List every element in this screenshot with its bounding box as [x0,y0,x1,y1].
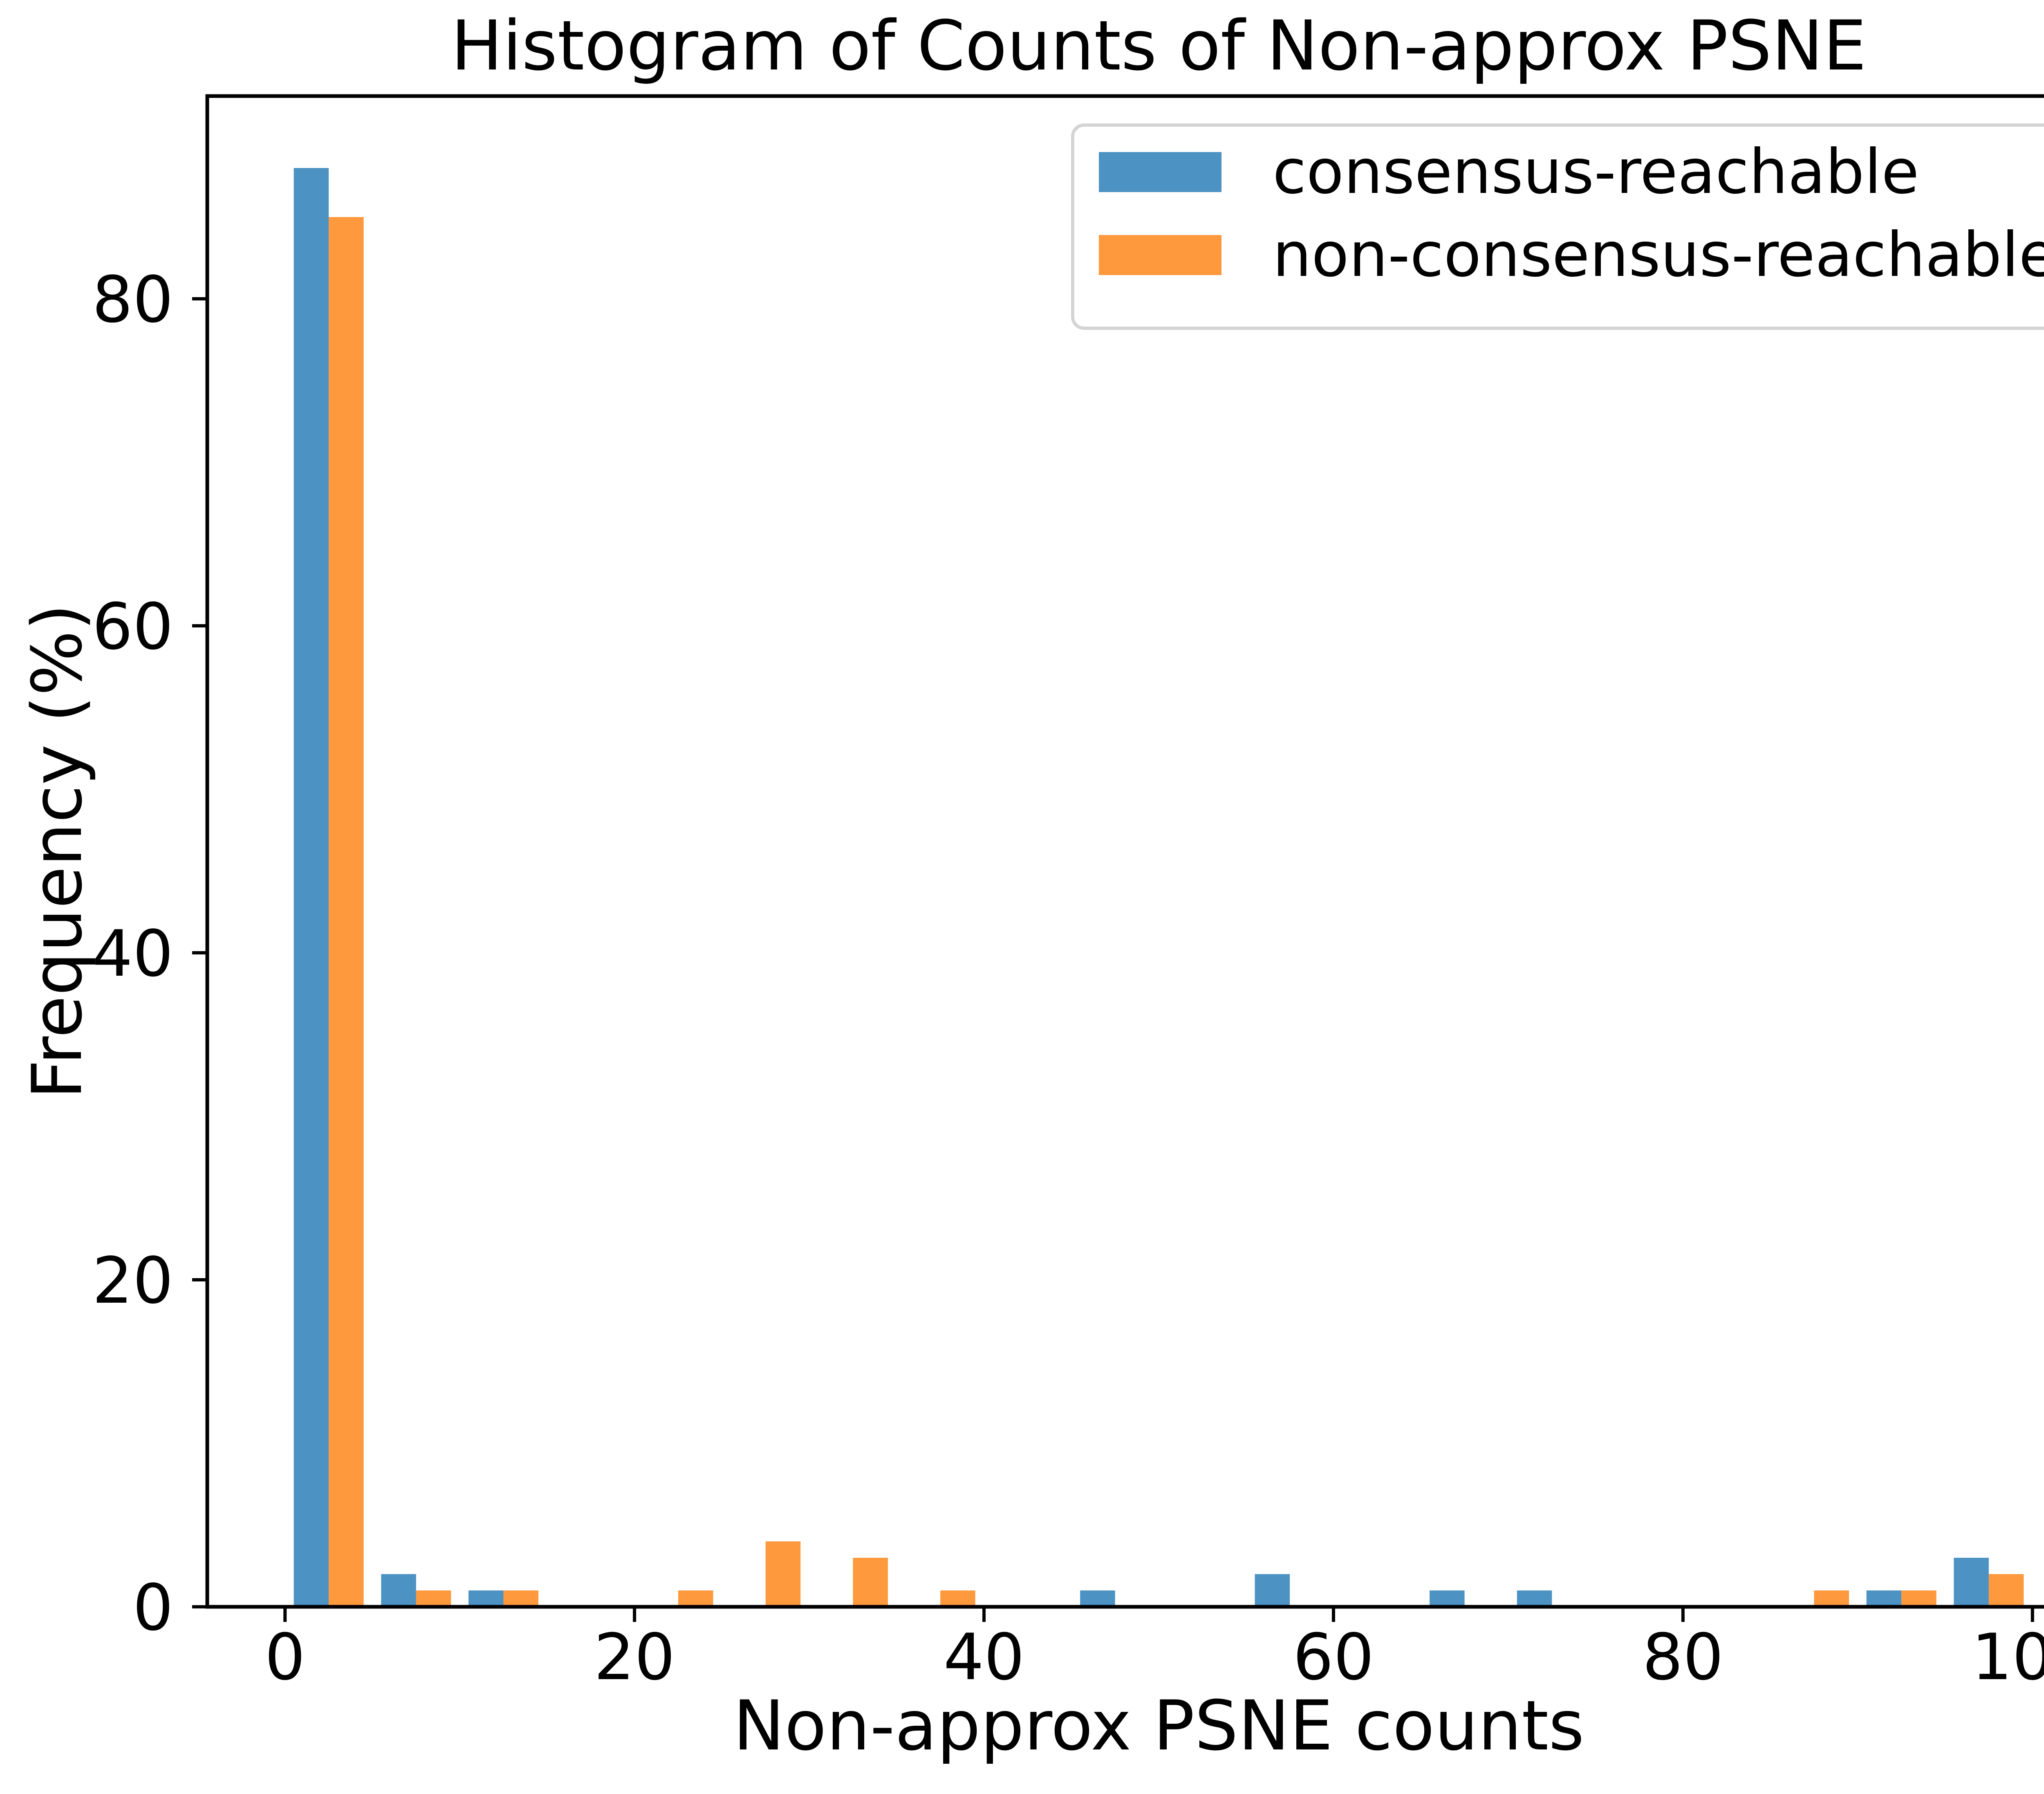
histogram-bar-non-consensus-reachable [416,1590,451,1607]
histogram-bar-non-consensus-reachable [503,1590,539,1607]
histogram-bar-non-consensus-reachable [853,1558,888,1607]
histogram-bar-consensus-reachable [468,1590,504,1607]
y-axis-label: Frequency (%) [17,604,97,1100]
histogram-bar-non-consensus-reachable [1988,1574,2024,1607]
x-tick-label: 60 [1293,1620,1374,1694]
histogram-bar-non-consensus-reachable [1814,1590,1849,1607]
x-tick-label: 20 [594,1620,675,1694]
legend-item-non-consensus-reachable: non-consensus-reachable [1099,219,2044,291]
histogram-bar-consensus-reachable [381,1574,416,1607]
y-tick-label: 60 [92,589,173,664]
histogram-bar-consensus-reachable [1866,1590,1902,1607]
y-tick-label: 80 [92,262,173,337]
x-tick-label: 40 [944,1620,1025,1694]
histogram-bar-non-consensus-reachable [1901,1590,1936,1607]
x-axis-label: Non-approx PSNE counts [733,1686,1585,1766]
histogram-bar-non-consensus-reachable [678,1590,713,1607]
histogram-bar-consensus-reachable [1517,1590,1552,1607]
histogram-bar-consensus-reachable [1080,1590,1115,1607]
legend-swatch-non-consensus-reachable [1099,235,1221,275]
chart-title: Histogram of Counts of Non-approx PSNE [451,6,1867,86]
legend-swatch-consensus-reachable [1099,152,1221,192]
legend: consensus-reachable non-consensus-reacha… [1071,123,2044,330]
histogram-bar-non-consensus-reachable [765,1541,801,1607]
y-tick-label: 0 [133,1570,173,1645]
histogram-bar-consensus-reachable [1255,1574,1290,1607]
histogram-bar-consensus-reachable [1430,1590,1465,1607]
histogram-bar-non-consensus-reachable [329,217,364,1607]
x-tick-label: 80 [1643,1620,1724,1694]
axes-spines [205,94,2044,1609]
legend-label-consensus-reachable: consensus-reachable [1273,137,1919,208]
legend-label-non-consensus-reachable: non-consensus-reachable [1273,219,2044,291]
histogram-bar-consensus-reachable [1954,1558,1989,1607]
histogram-bar-non-consensus-reachable [940,1590,975,1607]
x-tick-label: 0 [265,1620,305,1694]
legend-item-consensus-reachable: consensus-reachable [1099,137,2044,208]
x-tick-label: 100 [1972,1620,2044,1694]
y-tick-label: 40 [92,916,173,991]
y-tick-label: 20 [92,1243,173,1318]
histogram-bar-consensus-reachable [294,168,329,1607]
